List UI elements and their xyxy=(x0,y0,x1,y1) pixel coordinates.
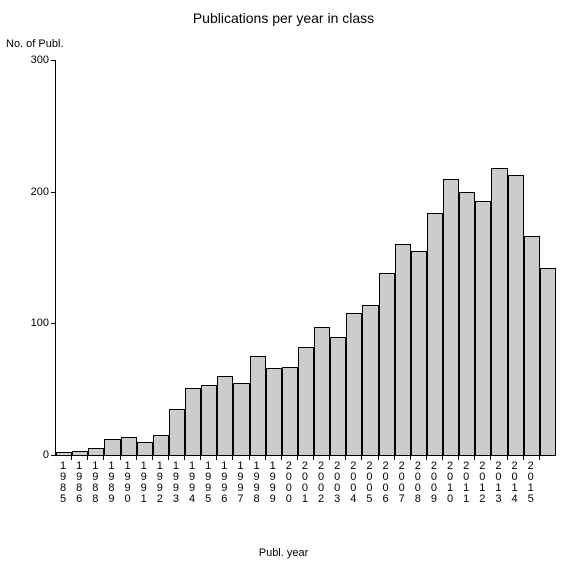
bar xyxy=(330,337,346,456)
x-tick-label: 1986 xyxy=(71,455,87,505)
bar xyxy=(104,439,120,455)
x-tick-mark xyxy=(539,455,540,460)
x-tick-label: 1988 xyxy=(87,455,103,505)
x-tick-label: 2010 xyxy=(442,455,458,505)
x-tick-label: 2005 xyxy=(361,455,377,505)
bar xyxy=(475,201,491,455)
bar xyxy=(169,409,185,455)
bar xyxy=(314,327,330,455)
bar xyxy=(411,251,427,455)
bar xyxy=(443,179,459,456)
x-tick-label: 2006 xyxy=(378,455,394,505)
y-axis-label: No. of Publ. xyxy=(6,38,63,50)
x-tick-label: 2009 xyxy=(426,455,442,505)
y-tick-mark xyxy=(51,192,56,193)
bar xyxy=(379,273,395,455)
bar xyxy=(540,268,556,455)
x-tick-label: 1990 xyxy=(120,455,136,505)
x-tick-label: 2007 xyxy=(394,455,410,505)
bar xyxy=(346,313,362,455)
bar xyxy=(459,192,475,455)
x-tick-label: 1999 xyxy=(265,455,281,505)
bar xyxy=(137,442,153,455)
bar xyxy=(491,168,507,455)
x-tick-label: 1994 xyxy=(184,455,200,505)
bar xyxy=(153,435,169,455)
plot-area xyxy=(55,60,556,456)
x-tick-label: 1991 xyxy=(136,455,152,505)
x-tick-label: 2014 xyxy=(507,455,523,505)
bar xyxy=(217,376,233,455)
bar xyxy=(395,244,411,455)
bar xyxy=(88,448,104,455)
bars-group xyxy=(56,60,556,455)
y-tick-label: 100 xyxy=(31,317,49,329)
x-tick-label: 2001 xyxy=(297,455,313,505)
chart-title: Publications per year in class xyxy=(0,10,567,26)
bar xyxy=(282,367,298,455)
y-tick-label: 200 xyxy=(31,186,49,198)
bar xyxy=(427,213,443,455)
bar xyxy=(508,175,524,455)
x-tick-label: 2008 xyxy=(410,455,426,505)
bar xyxy=(524,236,540,455)
bar xyxy=(201,385,217,455)
x-tick-label: 1995 xyxy=(200,455,216,505)
x-tick-label: 2004 xyxy=(345,455,361,505)
x-tick-label: 1997 xyxy=(232,455,248,505)
chart-container: Publications per year in class No. of Pu… xyxy=(0,0,567,567)
x-tick-label: 1989 xyxy=(103,455,119,505)
x-tick-label: 2011 xyxy=(458,455,474,505)
bar xyxy=(266,368,282,455)
x-axis-label: Publ. year xyxy=(0,547,567,559)
bar xyxy=(185,388,201,455)
x-tick-label: 2000 xyxy=(281,455,297,505)
x-tick-label: 2003 xyxy=(329,455,345,505)
x-tick-label: 1996 xyxy=(216,455,232,505)
bar xyxy=(362,305,378,455)
y-tick-label: 0 xyxy=(43,449,49,461)
x-tick-label: 2013 xyxy=(490,455,506,505)
x-tick-label: 1985 xyxy=(55,455,71,505)
y-ticks: 0100200300 xyxy=(0,60,55,455)
bar xyxy=(233,383,249,455)
y-tick-mark xyxy=(51,323,56,324)
bar xyxy=(250,356,266,455)
x-tick-label: 2002 xyxy=(313,455,329,505)
x-tick-label: 2012 xyxy=(474,455,490,505)
y-tick-mark xyxy=(51,60,56,61)
x-tick-label: 1993 xyxy=(168,455,184,505)
y-tick-label: 300 xyxy=(31,54,49,66)
bar xyxy=(298,347,314,455)
bar xyxy=(121,437,137,455)
x-tick-label: 2015 xyxy=(523,455,539,505)
x-tick-label: 1992 xyxy=(152,455,168,505)
x-ticks: 1985198619881989199019911992199319941995… xyxy=(55,455,555,515)
x-tick-label: 1998 xyxy=(249,455,265,505)
